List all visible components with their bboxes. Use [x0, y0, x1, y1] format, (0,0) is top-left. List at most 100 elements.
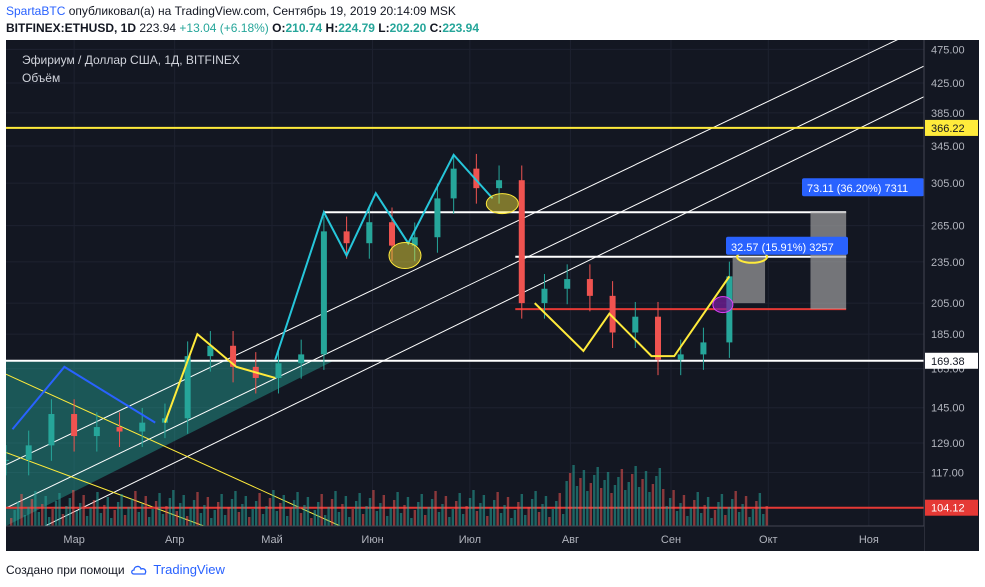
volume-bar — [375, 511, 379, 526]
volume-bar — [568, 473, 572, 526]
volume-bar — [668, 498, 672, 526]
volume-bar — [361, 514, 365, 526]
volume-bar — [420, 494, 423, 526]
symbol-line: BITFINEX:ETHUSD, 1D 223.94 +13.04 (+6.18… — [6, 21, 479, 35]
volume-bar — [396, 492, 399, 526]
volume-bar — [537, 512, 541, 526]
volume-bar — [672, 490, 675, 526]
volume-bar — [551, 509, 555, 526]
y-tick-label-6: 235.00 — [931, 257, 965, 269]
volume-bar — [37, 512, 40, 526]
volume-bar — [427, 507, 430, 526]
volume-bar — [493, 500, 496, 526]
chart-legend-volume: Объём — [22, 71, 61, 85]
volume-bar — [358, 493, 361, 526]
published-text: опубликовал(а) на TradingView.com, Сентя… — [68, 4, 456, 18]
volume-bar — [637, 487, 641, 526]
volume-bar — [379, 503, 382, 526]
volume-bar — [75, 511, 78, 526]
volume-bar — [403, 505, 406, 526]
volume-bar — [10, 518, 13, 526]
volume-bar — [368, 498, 372, 526]
volume-bar — [168, 498, 172, 526]
candle-body — [71, 414, 78, 437]
volume-bar — [113, 510, 116, 526]
volume-bar — [275, 511, 279, 526]
volume-bar — [227, 507, 230, 526]
volume-bar — [213, 510, 216, 526]
volume-bar — [92, 500, 96, 526]
volume-bar — [172, 490, 175, 526]
c-value: 223.94 — [442, 21, 480, 35]
volume-bar — [13, 510, 16, 526]
volume-bar — [765, 506, 768, 526]
l-label: L: — [378, 21, 390, 35]
volume-bar — [337, 512, 341, 526]
x-tick-label-7: Окт — [759, 534, 778, 546]
volume-bar — [413, 510, 417, 526]
volume-bar — [558, 493, 561, 526]
volume-bar — [365, 506, 368, 526]
tradingview-brand[interactable]: TradingView — [153, 562, 225, 577]
candle-body — [25, 445, 32, 460]
channel-line-0 — [6, 40, 898, 466]
volume-bar — [762, 514, 765, 526]
volume-bar — [120, 494, 123, 526]
y-tick-label-11: 129.00 — [931, 438, 965, 450]
candle-body — [366, 222, 373, 244]
volume-bar — [548, 517, 551, 526]
candle-body — [343, 231, 350, 244]
candle-body — [298, 354, 305, 364]
volume-bar — [323, 515, 327, 526]
tradingview-cloud-icon — [131, 565, 147, 575]
volume-bar — [306, 497, 310, 526]
volume-bar — [127, 507, 130, 526]
candle-body — [541, 288, 548, 304]
candle-body — [677, 354, 684, 360]
volume-bar — [693, 500, 696, 526]
x-tick-label-8: Ноя — [859, 534, 879, 546]
x-tick-label-4: Июл — [459, 534, 481, 546]
price-chart[interactable]: 73.11 (36.20%) 7311 32.57 (15.91%) 3257 47… — [6, 40, 979, 551]
zigzag-yellow-1 — [164, 332, 276, 423]
volume-bar — [758, 493, 762, 526]
y-tick-label-8: 185.00 — [931, 329, 965, 341]
volume-bar — [706, 497, 710, 526]
volume-bar — [341, 504, 344, 526]
price-label-box-2 — [925, 499, 978, 516]
volume-bar — [199, 513, 203, 526]
volume-bar — [44, 496, 47, 526]
volume-bar — [303, 505, 306, 526]
measure-label-text: 73.11 (36.20%) 7311 — [807, 183, 908, 195]
volume-bar — [130, 499, 134, 526]
volume-bar — [144, 496, 147, 526]
volume-bar — [203, 505, 206, 526]
volume-bar — [234, 491, 237, 526]
volume-bar — [596, 467, 599, 526]
volume-bar — [613, 485, 617, 526]
candle-body — [496, 180, 503, 189]
candle-body — [93, 427, 100, 437]
highlight-ellipse-3 — [712, 296, 734, 314]
author-link[interactable]: SpartaBTC — [6, 4, 66, 18]
volume-bar — [620, 469, 624, 526]
x-tick-label-6: Сен — [661, 534, 681, 546]
h-value: 224.79 — [338, 21, 375, 35]
volume-bar — [182, 495, 185, 526]
volume-bar — [496, 492, 499, 526]
volume-bar — [658, 468, 661, 526]
volume-bar — [696, 492, 699, 526]
volume-bar — [510, 518, 513, 526]
volume-bar — [465, 506, 468, 526]
volume-bar — [334, 491, 337, 526]
candle-body — [473, 168, 480, 189]
measure-label-0: 73.11 (36.20%) 7311 — [802, 178, 924, 197]
chart-panel[interactable]: 73.11 (36.20%) 7311 32.57 (15.91%) 3257 47… — [6, 40, 979, 551]
x-tick-label-3: Июн — [361, 534, 383, 546]
volume-bar — [655, 476, 658, 526]
volume-bar — [430, 499, 434, 526]
volume-bar — [755, 501, 758, 526]
volume-bar — [192, 500, 196, 526]
volume-bar — [713, 510, 717, 526]
volume-bar — [434, 491, 437, 526]
